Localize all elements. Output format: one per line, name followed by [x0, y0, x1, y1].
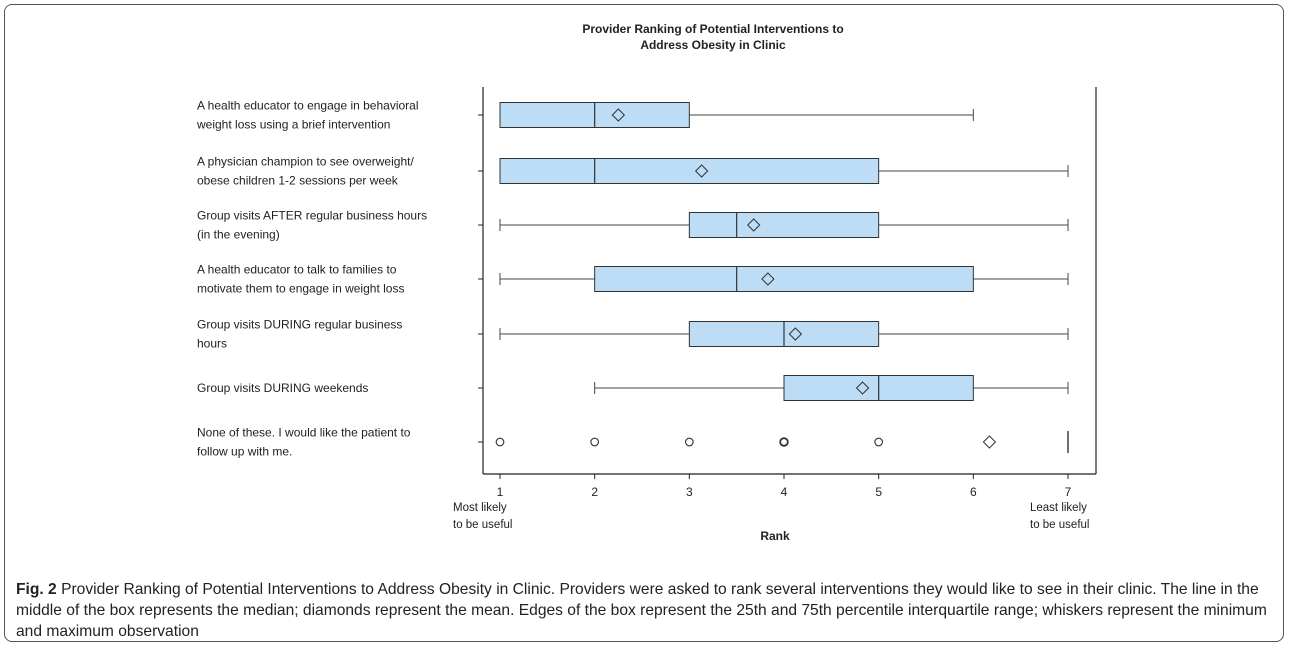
mean-diamond	[611, 108, 626, 122]
box-row	[478, 321, 1069, 347]
category-label: motivate them to engage in weight loss	[197, 282, 404, 296]
mean-diamond	[761, 272, 775, 286]
category-label: (in the evening)	[197, 228, 280, 242]
mean-diamond	[746, 218, 761, 232]
x-axis: 1 2 3 4 5 6 7 Most likely to be useful Least like…	[453, 474, 1089, 543]
category-label: Group visits DURING regular business	[197, 318, 402, 332]
chart-title-line: Provider Ranking of Potential Interventi…	[582, 22, 843, 36]
mean-diamond	[982, 435, 997, 449]
x-axis-label: Rank	[760, 529, 790, 543]
iqr-box	[594, 266, 974, 292]
x-tick-label: 6	[970, 485, 977, 499]
mean-diamond	[788, 327, 803, 341]
x-tick-label: 4	[781, 485, 788, 499]
outlier-point	[684, 437, 694, 447]
mean-diamond	[694, 164, 709, 178]
outlier-point	[779, 437, 789, 447]
outlier-point	[495, 437, 505, 447]
category-label: obese children 1-2 sessions per week	[197, 174, 399, 188]
x-left-note: to be useful	[453, 519, 512, 531]
box-row	[478, 212, 1069, 238]
x-tick-label: 5	[875, 485, 882, 499]
x-tick-label: 1	[497, 485, 504, 499]
x-right-note: to be useful	[1030, 519, 1089, 531]
category-labels: A health educator to engage in behaviora…	[196, 99, 427, 459]
figure-caption: Fig. 2 Provider Ranking of Potential Int…	[16, 579, 1271, 642]
category-label: A health educator to engage in behaviora…	[197, 99, 419, 113]
box-row	[478, 266, 1069, 292]
category-label: follow up with me.	[197, 445, 292, 459]
iqr-box	[499, 158, 880, 184]
x-right-note: Least likely	[1030, 502, 1087, 514]
category-label: A health educator to talk to families to	[197, 263, 397, 277]
box-row	[478, 375, 1069, 401]
mean-diamond	[855, 381, 870, 395]
outlier-point	[874, 437, 884, 447]
figure-label: Fig. 2	[16, 581, 57, 598]
box-row	[478, 431, 1069, 453]
iqr-box	[688, 212, 880, 238]
category-label: None of these. I would like the patient …	[197, 426, 411, 440]
chart-title-line: Address Obesity in Clinic	[640, 38, 786, 52]
box-row	[478, 158, 1069, 184]
category-label: Group visits AFTER regular business hour…	[197, 209, 427, 223]
caption-text: Provider Ranking of Potential Interventi…	[16, 581, 1267, 640]
box-plot-chart: Provider Ranking of Potential Interventi…	[196, 22, 1097, 543]
category-label: A physician champion to see overweight/	[197, 155, 414, 169]
plot-area	[478, 87, 1097, 475]
x-left-note: Most likely	[453, 502, 507, 514]
chart-title: Provider Ranking of Potential Interventi…	[582, 22, 843, 52]
category-label: Group visits DURING weekends	[197, 381, 368, 395]
figure-frame	[4, 4, 1284, 642]
x-tick-label: 2	[591, 485, 598, 499]
x-tick-label: 7	[1065, 485, 1072, 499]
category-label: weight loss using a brief intervention	[196, 118, 390, 132]
x-tick-label: 3	[686, 485, 693, 499]
category-label: hours	[197, 337, 227, 351]
box-row	[478, 102, 974, 128]
outlier-point	[590, 437, 600, 447]
